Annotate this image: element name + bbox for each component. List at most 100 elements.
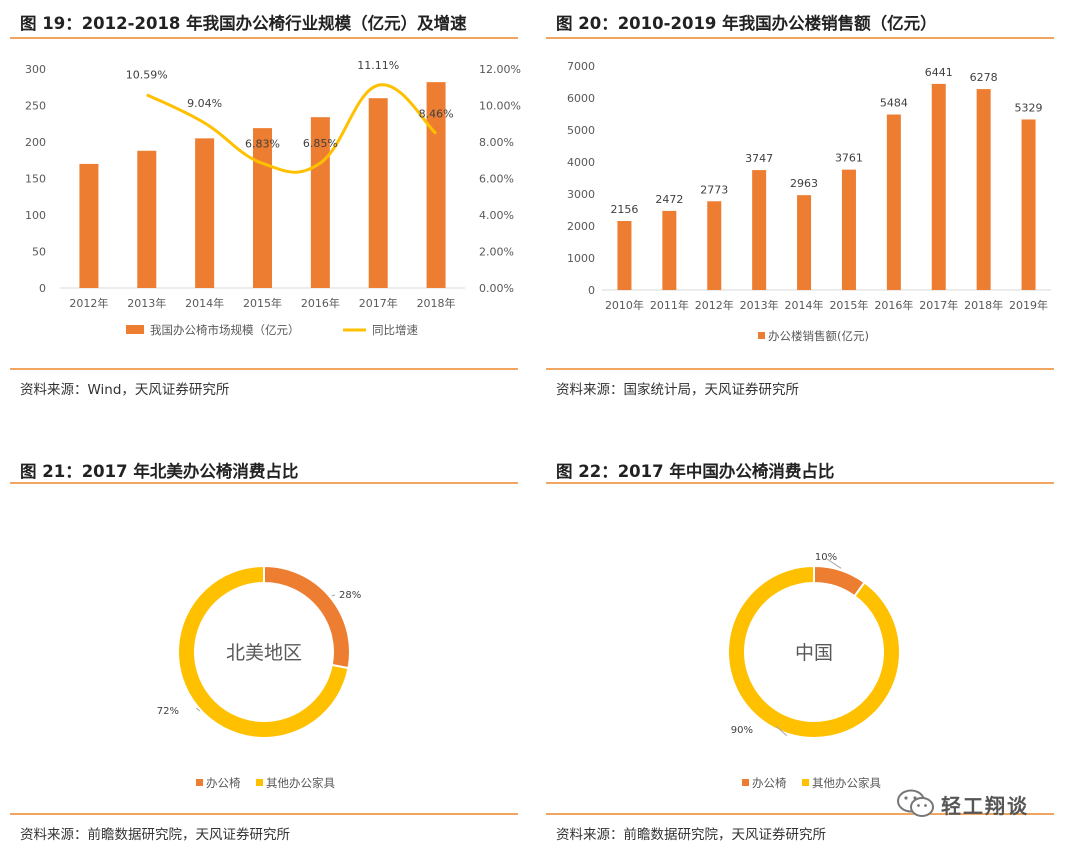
y-tick-label: 300	[25, 63, 46, 76]
bar	[426, 82, 446, 288]
donut-slice	[177, 564, 350, 739]
legend-label: 其他办公家具	[812, 776, 881, 790]
chart-title: 图 19：2012-2018 年我国办公椅行业规模（亿元）及增速	[20, 14, 467, 33]
bar	[368, 98, 388, 288]
leader-line	[826, 558, 842, 569]
y-tick-label: 250	[25, 100, 46, 113]
x-tick-label: 2018年	[417, 296, 456, 310]
title-divider	[546, 37, 1054, 39]
source-divider	[10, 368, 518, 370]
x-tick-label: 2012年	[69, 296, 108, 310]
wechat-icon	[897, 789, 934, 817]
legend-label: 同比增速	[372, 323, 418, 337]
bar-data-label: 5329	[1015, 101, 1043, 114]
x-tick-label: 2013年	[127, 296, 166, 310]
bar-data-label: 3761	[835, 152, 863, 165]
source-divider	[10, 813, 518, 815]
bar-data-label: 2963	[790, 177, 818, 190]
x-tick-label: 2012年	[695, 298, 734, 312]
y-tick-label: 7000	[567, 60, 595, 73]
donut-chart: 10% 90% 中国办公椅 其他办公家具	[727, 552, 901, 790]
x-tick-label: 2014年	[185, 296, 224, 310]
legend-label: 办公楼销售额(亿元)	[768, 329, 869, 343]
source-note: 资料来源：国家统计局，天风证券研究所	[556, 382, 799, 398]
growth-line	[146, 83, 438, 174]
y-tick-label: 0	[39, 282, 46, 295]
bar-data-label: 3747	[745, 152, 773, 165]
bar	[662, 210, 677, 290]
bar-data-label: 6441	[925, 66, 953, 79]
bar-data-label: 2156	[610, 203, 638, 216]
y2-tick-label: 2.00%	[479, 246, 514, 259]
y-tick-label: 4000	[567, 156, 595, 169]
x-tick-label: 2019年	[1009, 298, 1048, 312]
bar	[195, 138, 215, 288]
x-tick-label: 2015年	[243, 296, 282, 310]
y-tick-label: 1000	[567, 252, 595, 265]
x-tick-label: 2015年	[829, 298, 868, 312]
y-tick-label: 3000	[567, 188, 595, 201]
title-divider	[10, 37, 518, 39]
bar-chart: 0 1000 2000 3000 4000 5000 6000 7000 2156 2010年 24…	[567, 60, 1051, 343]
bar	[1021, 119, 1036, 290]
y2-tick-label: 10.00%	[479, 100, 521, 113]
line-data-label: 10.59%	[126, 69, 168, 82]
bar-data-label: 6278	[970, 71, 998, 84]
bar-data-label: 2472	[655, 193, 683, 206]
x-tick-label: 2017年	[359, 296, 398, 310]
y-tick-label: 0	[588, 284, 595, 297]
donut-slice	[727, 564, 901, 739]
x-tick-label: 2010年	[605, 298, 644, 312]
line-data-label: 11.11%	[357, 59, 399, 72]
bar	[707, 201, 722, 290]
source-divider	[546, 813, 1054, 815]
legend-label: 办公椅	[752, 776, 787, 790]
x-tick-label: 2014年	[785, 298, 824, 312]
bar-data-label: 5484	[880, 97, 908, 110]
legend-swatch	[742, 779, 749, 786]
bar	[617, 221, 632, 290]
y2-tick-label: 6.00%	[479, 173, 514, 186]
slice-data-label: 28%	[339, 590, 361, 601]
source-note: 资料来源：前瞻数据研究院，天风证券研究所	[556, 827, 826, 843]
donut-center-label: 中国	[795, 642, 833, 664]
legend-swatch	[256, 779, 263, 786]
y-tick-label: 5000	[567, 124, 595, 137]
bar	[79, 163, 99, 288]
y-tick-label: 6000	[567, 92, 595, 105]
source-note: 资料来源：Wind，天风证券研究所	[20, 382, 230, 398]
y-tick-label: 50	[32, 246, 46, 259]
bar	[931, 83, 946, 290]
x-tick-label: 2013年	[740, 298, 779, 312]
x-tick-label: 2017年	[919, 298, 958, 312]
watermark: 轻工翔谈	[895, 787, 1055, 819]
bar	[886, 114, 901, 291]
chart-title: 图 22：2017 年中国办公椅消费占比	[556, 462, 835, 481]
combo-bar-line-chart: 0 50 100 150 200 250 300 0.00% 2.00% 4.00% 6.00% 8.…	[25, 59, 521, 337]
legend-label: 其他办公家具	[266, 776, 335, 790]
y2-tick-label: 12.00%	[479, 63, 521, 76]
chart-title: 图 21：2017 年北美办公椅消费占比	[20, 462, 299, 481]
y2-tick-label: 0.00%	[479, 282, 514, 295]
slice-data-label: 72%	[157, 706, 179, 717]
y-tick-label: 200	[25, 136, 46, 149]
slice-data-label: 90%	[731, 725, 753, 736]
leader-line	[331, 594, 336, 597]
y2-tick-label: 4.00%	[479, 209, 514, 222]
donut-center-label: 北美地区	[226, 642, 302, 664]
x-tick-label: 2016年	[874, 298, 913, 312]
y-tick-label: 2000	[567, 220, 595, 233]
line-data-label: 6.85%	[303, 137, 338, 150]
line-data-label: 6.83%	[245, 137, 280, 150]
leader-line	[775, 725, 788, 737]
legend-label: 办公椅	[206, 776, 241, 790]
watermark-text: 轻工翔谈	[941, 794, 1029, 818]
x-tick-label: 2016年	[301, 296, 340, 310]
leader-line	[195, 707, 201, 712]
bar	[841, 169, 856, 290]
title-divider	[10, 482, 518, 484]
bar	[976, 89, 991, 290]
legend-swatch-bar	[126, 325, 144, 334]
source-divider	[546, 368, 1054, 370]
